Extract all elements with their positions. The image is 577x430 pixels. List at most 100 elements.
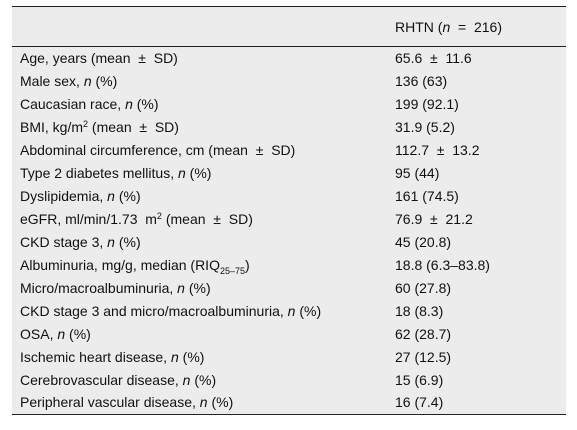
row-label: Age, years (mean ± SD)	[12, 47, 390, 70]
row-label-superscript: 2	[83, 118, 89, 129]
row-label-suffix: (%)	[114, 233, 141, 250]
row-label: Ischemic heart disease, n (%)	[12, 346, 390, 369]
row-label-text: Dyslipidemia,	[20, 187, 108, 204]
row-label: Albuminuria, mg/g, median (RIQ25–75)	[12, 254, 390, 277]
table-row: CKD stage 3, n (%) 45 (20.8)	[12, 230, 566, 254]
row-label-text: Micro/macroalbuminuria,	[20, 279, 178, 296]
table-row: Cerebrovascular disease, n (%) 15 (6.9)	[12, 368, 566, 392]
row-label: eGFR, ml/min/1.73 m2 (mean ± SD)	[12, 208, 390, 231]
row-label: Male sex, n (%)	[12, 70, 390, 93]
row-label: OSA, n (%)	[12, 323, 390, 346]
row-label-suffix: (%)	[114, 187, 141, 204]
table-row: Abdominal circumference, cm (mean ± SD) 1…	[12, 138, 566, 162]
row-value: 18.8 (6.3–83.8)	[395, 256, 490, 273]
header-characteristic	[12, 7, 390, 47]
table-row: Albuminuria, mg/g, median (RIQ25–75) 18.8…	[12, 253, 566, 277]
table-row: Peripheral vascular disease, n (%) 16 (7.…	[12, 391, 566, 415]
row-label-n: n	[182, 371, 191, 388]
row-label-suffix: (%)	[190, 371, 217, 388]
row-label-suffix: )	[245, 256, 250, 273]
row-value: 95 (44)	[395, 164, 440, 181]
row-label-suffix: (%)	[185, 164, 212, 181]
table-row: Micro/macroalbuminuria, n (%) 60 (27.8)	[12, 276, 566, 300]
row-label-suffix: (%)	[132, 95, 159, 112]
row-value: 76.9 ± 21.2	[395, 210, 473, 227]
table-row: Dyslipidemia, n (%) 161 (74.5)	[12, 184, 566, 208]
table-row: Type 2 diabetes mellitus, n (%) 95 (44)	[12, 161, 566, 185]
row-value: 161 (74.5)	[395, 187, 459, 204]
row-value: 112.7 ± 13.2	[395, 141, 480, 158]
row-label-n: n	[287, 302, 296, 319]
row-value: 62 (28.7)	[395, 325, 452, 342]
characteristics-table-container: RHTN (n = 216) Age, years (mean ± SD) 65.…	[12, 6, 566, 415]
table-row: CKD stage 3 and micro/macroalbuminuria, …	[12, 299, 566, 323]
row-label-text: BMI, kg/m	[20, 118, 84, 135]
row-label-text: eGFR, ml/min/1.73 m	[20, 210, 157, 227]
row-label: Abdominal circumference, cm (mean ± SD)	[12, 139, 390, 162]
table-row: Male sex, n (%) 136 (63)	[12, 69, 566, 93]
row-label: Peripheral vascular disease, n (%)	[12, 392, 390, 415]
row-label-text: CKD stage 3,	[20, 233, 108, 250]
header-rhtn-n: n	[442, 18, 451, 35]
row-label-text: CKD stage 3 and micro/macroalbuminuria,	[20, 302, 288, 319]
table-row: BMI, kg/m2 (mean ± SD) 31.9 (5.2)	[12, 115, 566, 139]
row-value: 31.9 (5.2)	[395, 118, 455, 135]
row-label: Cerebrovascular disease, n (%)	[12, 369, 390, 392]
row-label-suffix: (%)	[184, 279, 211, 296]
row-label: CKD stage 3 and micro/macroalbuminuria, …	[12, 300, 390, 323]
row-label-text: Type 2 diabetes mellitus,	[20, 164, 178, 181]
table-row: Caucasian race, n (%) 199 (92.1)	[12, 92, 566, 116]
row-value: 65.6 ± 11.6	[395, 49, 472, 66]
row-label-n: n	[170, 348, 179, 365]
row-label: CKD stage 3, n (%)	[12, 231, 390, 254]
row-value: 60 (27.8)	[395, 279, 452, 296]
table-row: eGFR, ml/min/1.73 m2 (mean ± SD) 76.9 ± 2…	[12, 207, 566, 231]
row-label-subscript: 25–75	[219, 265, 245, 276]
row-label-n: n	[83, 72, 92, 89]
row-label-text: Abdominal circumference, cm (mean ± SD)	[20, 141, 296, 158]
row-value: 16 (7.4)	[395, 394, 444, 411]
row-label-n: n	[107, 233, 115, 250]
row-label-suffix: (%)	[178, 348, 205, 365]
row-label-text: Cerebrovascular disease,	[20, 371, 183, 388]
table-row: Ischemic heart disease, n (%) 27 (12.5)	[12, 345, 566, 369]
row-label-text: Male sex,	[20, 72, 84, 89]
row-label: Micro/macroalbuminuria, n (%)	[12, 277, 390, 300]
row-value: 199 (92.1)	[395, 95, 459, 112]
table-header-row: RHTN (n = 216)	[12, 6, 566, 47]
header-rhtn-pre: RHTN (	[395, 18, 443, 35]
row-label-suffix: (mean ± SD)	[88, 118, 179, 135]
row-label-n: n	[177, 279, 185, 296]
table-row: Age, years (mean ± SD) 65.6 ± 11.6	[12, 46, 566, 70]
row-value: 15 (6.9)	[395, 371, 444, 388]
row-label-suffix: (mean ± SD)	[161, 210, 253, 227]
row-label: Caucasian race, n (%)	[12, 93, 390, 116]
row-label: Dyslipidemia, n (%)	[12, 185, 390, 208]
row-value: 45 (20.8)	[395, 233, 452, 250]
row-label-suffix: (%)	[65, 325, 91, 342]
row-label-n: n	[57, 325, 66, 342]
row-label-text: Caucasian race,	[20, 95, 126, 112]
row-label-n: n	[107, 187, 115, 204]
row-label-superscript: 2	[156, 210, 162, 221]
table-body: Age, years (mean ± SD) 65.6 ± 11.6 Male se…	[12, 46, 566, 415]
table-row: OSA, n (%) 62 (28.7)	[12, 322, 566, 346]
row-label-text: Peripheral vascular disease,	[20, 394, 200, 411]
row-value: 18 (8.3)	[395, 302, 444, 319]
row-label-suffix: (%)	[207, 394, 234, 411]
row-label-text: Ischemic heart disease,	[20, 348, 171, 365]
row-label-text: Age, years (mean ± SD)	[20, 49, 178, 66]
row-label-suffix: (%)	[295, 302, 322, 319]
row-label-n: n	[199, 394, 208, 411]
row-label-text: OSA,	[20, 325, 58, 342]
row-label-n: n	[125, 95, 133, 112]
row-label-text: Albuminuria, mg/g, median (RIQ	[20, 256, 220, 273]
row-label-suffix: (%)	[91, 72, 118, 89]
row-label: Type 2 diabetes mellitus, n (%)	[12, 162, 390, 185]
header-rhtn-post: = 216)	[450, 18, 502, 35]
row-label-n: n	[177, 164, 186, 181]
row-label: BMI, kg/m2 (mean ± SD)	[12, 116, 390, 139]
header-rhtn: RHTN (n = 216)	[390, 7, 566, 47]
row-value: 27 (12.5)	[395, 348, 452, 365]
characteristics-table: RHTN (n = 216) Age, years (mean ± SD) 65.…	[12, 6, 566, 415]
